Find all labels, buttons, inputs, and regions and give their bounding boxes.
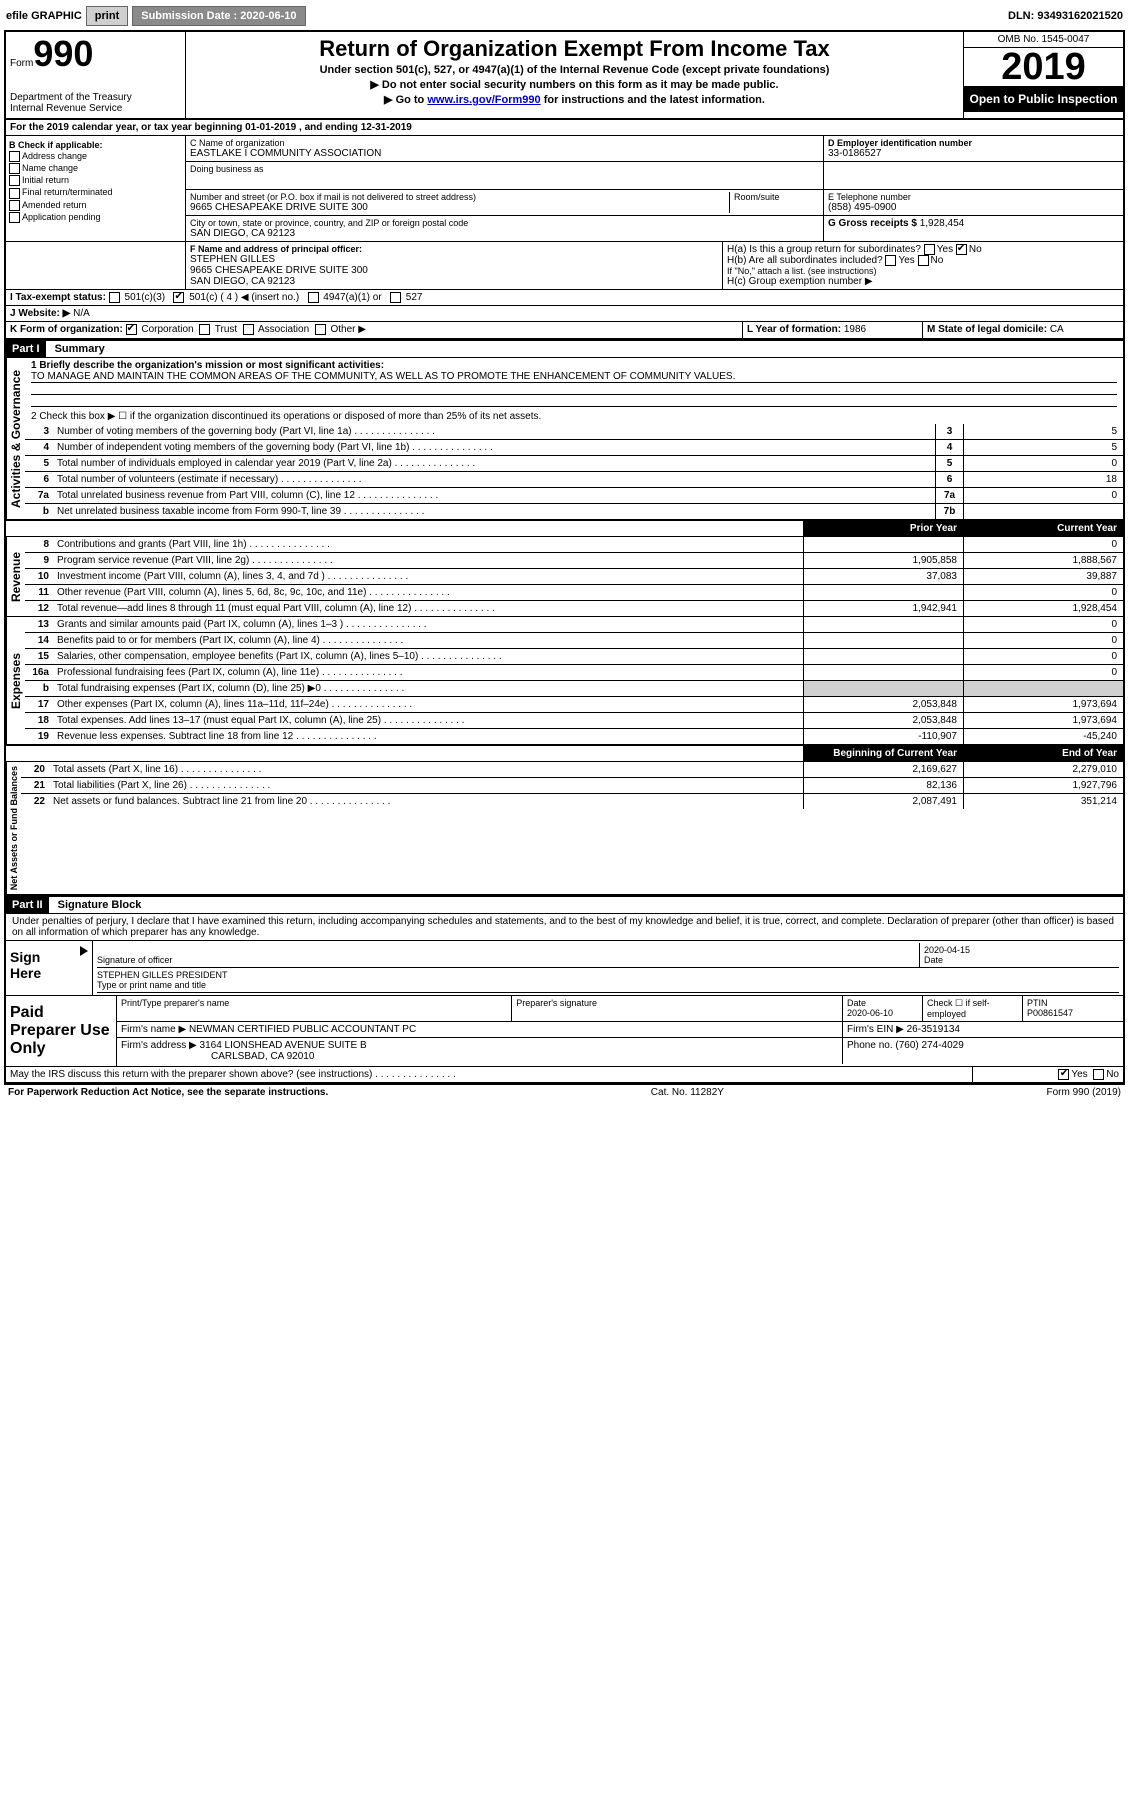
- part-1-header: Part I Summary: [6, 339, 1123, 358]
- box-i: I Tax-exempt status: 501(c)(3) 501(c) ( …: [6, 290, 1123, 306]
- officer-name: STEPHEN GILLES: [190, 254, 718, 265]
- mission-text: TO MANAGE AND MAINTAIN THE COMMON AREAS …: [31, 371, 1117, 382]
- summary-row: 6Total number of volunteers (estimate if…: [25, 472, 1123, 488]
- summary-row: bNet unrelated business taxable income f…: [25, 504, 1123, 519]
- summary-row: 9Program service revenue (Part VIII, lin…: [25, 553, 1123, 569]
- part-1-expenses: Expenses 13Grants and similar amounts pa…: [6, 617, 1123, 745]
- website-value: N/A: [73, 308, 90, 319]
- discuss-no[interactable]: [1093, 1069, 1104, 1080]
- summary-row: 3Number of voting members of the governi…: [25, 424, 1123, 440]
- summary-row: 13Grants and similar amounts paid (Part …: [25, 617, 1123, 633]
- chk-assoc[interactable]: [243, 324, 254, 335]
- dln-label: DLN: 93493162021520: [1008, 10, 1123, 22]
- h-c: H(c) Group exemption number ▶: [727, 276, 1119, 287]
- chk-amended[interactable]: Amended return: [9, 200, 182, 211]
- summary-row: 16aProfessional fundraising fees (Part I…: [25, 665, 1123, 681]
- summary-row: 11Other revenue (Part VIII, column (A), …: [25, 585, 1123, 601]
- phone-value: (858) 495-0900: [828, 202, 1119, 213]
- summary-row: 4Number of independent voting members of…: [25, 440, 1123, 456]
- year-formation: 1986: [844, 324, 866, 335]
- summary-row: 21Total liabilities (Part X, line 26)82,…: [21, 778, 1123, 794]
- h-a: H(a) Is this a group return for subordin…: [727, 244, 1119, 255]
- summary-row: 5Total number of individuals employed in…: [25, 456, 1123, 472]
- form-word: Form: [10, 58, 33, 69]
- summary-row: 14Benefits paid to or for members (Part …: [25, 633, 1123, 649]
- summary-row: 10Investment income (Part VIII, column (…: [25, 569, 1123, 585]
- chk-trust[interactable]: [199, 324, 210, 335]
- prep-date: 2020-06-10: [847, 1008, 893, 1018]
- chk-501c3[interactable]: [109, 292, 120, 303]
- box-d-e-g: D Employer identification number 33-0186…: [823, 136, 1123, 241]
- section-b-through-g: B Check if applicable: Address change Na…: [6, 136, 1123, 242]
- chk-527[interactable]: [390, 292, 401, 303]
- dept-label: Department of the Treasury Internal Reve…: [10, 92, 181, 114]
- box-b: B Check if applicable: Address change Na…: [6, 136, 186, 241]
- sign-date: 2020-04-15: [924, 945, 970, 955]
- arrow-icon: [80, 946, 88, 956]
- h-b: H(b) Are all subordinates included? Yes …: [727, 255, 1119, 266]
- summary-row: 19Revenue less expenses. Subtract line 1…: [25, 729, 1123, 744]
- summary-row: 7aTotal unrelated business revenue from …: [25, 488, 1123, 504]
- form-number: 990: [33, 33, 93, 74]
- summary-row: 18Total expenses. Add lines 13–17 (must …: [25, 713, 1123, 729]
- discuss-yes[interactable]: [1058, 1069, 1069, 1080]
- firm-ein: 26-3519134: [907, 1024, 960, 1035]
- summary-row: bTotal fundraising expenses (Part IX, co…: [25, 681, 1123, 697]
- officer-signed-name: STEPHEN GILLES PRESIDENT: [97, 970, 228, 980]
- paid-preparer-block: Paid Preparer Use Only Print/Type prepar…: [6, 996, 1123, 1067]
- print-button[interactable]: print: [86, 6, 128, 26]
- top-toolbar: efile GRAPHIC print Submission Date : 20…: [4, 4, 1125, 28]
- efile-label: efile GRAPHIC: [6, 10, 82, 22]
- form-title: Return of Organization Exempt From Incom…: [194, 36, 955, 62]
- summary-row: 20Total assets (Part X, line 16)2,169,62…: [21, 762, 1123, 778]
- submission-date-button[interactable]: Submission Date : 2020-06-10: [132, 6, 305, 26]
- form-header: Form990 Department of the Treasury Inter…: [6, 32, 1123, 120]
- subtitle-1: Under section 501(c), 527, or 4947(a)(1)…: [194, 64, 955, 76]
- subtitle-2: ▶ Do not enter social security numbers o…: [194, 78, 955, 91]
- chk-initial-return[interactable]: Initial return: [9, 175, 182, 186]
- chk-501c[interactable]: [173, 292, 184, 303]
- section-f-h: F Name and address of principal officer:…: [6, 242, 1123, 290]
- box-k-l-m: K Form of organization: Corporation Trus…: [6, 322, 1123, 338]
- summary-row: 15Salaries, other compensation, employee…: [25, 649, 1123, 665]
- summary-row: 8Contributions and grants (Part VIII, li…: [25, 537, 1123, 553]
- firm-phone: (760) 274-4029: [895, 1040, 963, 1051]
- line-a: For the 2019 calendar year, or tax year …: [6, 120, 1123, 135]
- summary-row: 17Other expenses (Part IX, column (A), l…: [25, 697, 1123, 713]
- chk-app-pending[interactable]: Application pending: [9, 212, 182, 223]
- box-c: C Name of organization EASTLAKE I COMMUN…: [186, 136, 823, 241]
- org-name: EASTLAKE I COMMUNITY ASSOCIATION: [190, 148, 819, 159]
- irs-link[interactable]: www.irs.gov/Form990: [427, 94, 540, 106]
- sign-here-block: Sign Here Signature of officer 2020-04-1…: [6, 941, 1123, 996]
- tax-year: 2019: [964, 48, 1123, 86]
- gross-receipts: 1,928,454: [920, 218, 965, 229]
- state-domicile: CA: [1050, 324, 1064, 335]
- discuss-row: May the IRS discuss this return with the…: [6, 1067, 1123, 1083]
- org-address: 9665 CHESAPEAKE DRIVE SUITE 300: [190, 202, 729, 213]
- summary-row: 22Net assets or fund balances. Subtract …: [21, 794, 1123, 809]
- ein-value: 33-0186527: [828, 148, 1119, 159]
- chk-final-return[interactable]: Final return/terminated: [9, 187, 182, 198]
- firm-name: NEWMAN CERTIFIED PUBLIC ACCOUNTANT PC: [189, 1024, 416, 1035]
- form-container: Form990 Department of the Treasury Inter…: [4, 30, 1125, 1085]
- part-1-governance: Activities & Governance 1 Briefly descri…: [6, 358, 1123, 520]
- chk-name-change[interactable]: Name change: [9, 163, 182, 174]
- ptin-value: P00861547: [1027, 1008, 1073, 1018]
- page-footer: For Paperwork Reduction Act Notice, see …: [4, 1085, 1125, 1100]
- part-2-header: Part II Signature Block: [6, 895, 1123, 914]
- chk-other[interactable]: [315, 324, 326, 335]
- chk-address-change[interactable]: Address change: [9, 151, 182, 162]
- chk-4947[interactable]: [308, 292, 319, 303]
- perjury-declaration: Under penalties of perjury, I declare th…: [6, 914, 1123, 941]
- box-j: J Website: ▶ N/A: [6, 306, 1123, 322]
- part-1-revenue: Revenue 8Contributions and grants (Part …: [6, 537, 1123, 617]
- subtitle-3: ▶ Go to www.irs.gov/Form990 for instruct…: [194, 93, 955, 106]
- part-1-netassets: Net Assets or Fund Balances 20Total asse…: [6, 762, 1123, 895]
- chk-corp[interactable]: [126, 324, 137, 335]
- open-to-public: Open to Public Inspection: [964, 86, 1123, 112]
- org-city: SAN DIEGO, CA 92123: [190, 228, 819, 239]
- summary-row: 12Total revenue—add lines 8 through 11 (…: [25, 601, 1123, 616]
